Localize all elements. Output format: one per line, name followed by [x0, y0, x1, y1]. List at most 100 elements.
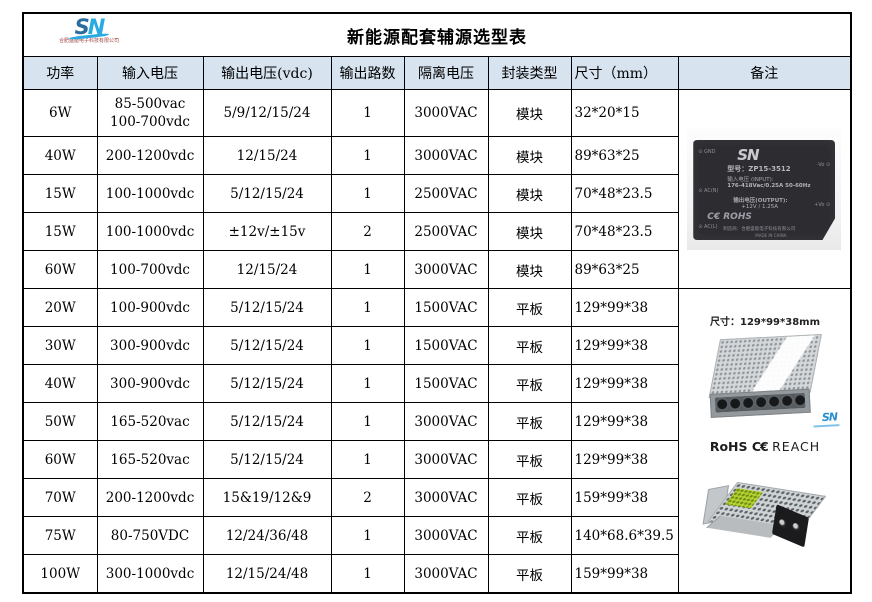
header-size: 尺寸（mm）	[570, 56, 679, 90]
cell-size: 129*99*38	[570, 364, 679, 403]
cell-input: 85-500vac 100-700vdc	[96, 89, 204, 137]
panel-cert-line: RoHS C€ REACH	[679, 439, 850, 454]
cell-input: 300-900vdc	[96, 364, 204, 403]
cell-output: 12/15/24	[202, 250, 332, 289]
cell-channels: 1	[330, 440, 405, 479]
module-product-photo: ⊙ GND ⊙ AC(N) ⊙ AC(L) -Vo ⊙ +Vo ⊙ SN 型号：…	[687, 128, 842, 250]
logo-company-name: 合肥盛能电子科技有限公司	[58, 38, 119, 44]
cell-input: 100-900vdc	[96, 288, 204, 327]
cell-input: 200-1200vdc	[96, 136, 204, 175]
cell-input: 165-520vac	[96, 402, 204, 441]
cell-output: 12/15/24	[202, 136, 332, 175]
cell-channels: 1	[330, 174, 405, 213]
ce-rohs-mark: C€ ROHS	[707, 212, 752, 222]
module-origin-text: MADE IN CHINA	[755, 233, 787, 238]
cell-isolation: 3000VAC	[403, 440, 489, 479]
panel-size-label: 尺寸：129*99*38mm	[709, 317, 820, 328]
cell-isolation: 1500VAC	[403, 326, 489, 365]
cell-output: 5/12/15/24	[202, 440, 332, 479]
cell-package: 平板	[487, 516, 572, 555]
cell-size: 32*20*15	[570, 89, 679, 137]
cell-input: 200-1200vdc	[96, 478, 204, 517]
cell-input: 300-1000vdc	[96, 554, 204, 594]
header-power: 功率	[22, 56, 98, 90]
cell-size: 159*99*38	[570, 554, 679, 594]
cell-package: 模块	[487, 250, 572, 289]
header-remark: 备注	[677, 56, 852, 90]
cell-channels: 1	[330, 554, 405, 594]
cell-package: 平板	[487, 326, 572, 365]
cell-isolation: 3000VAC	[403, 89, 489, 137]
cell-input: 165-520vac	[96, 440, 204, 479]
table-row: 20W 100-900vdc 5/12/15/24 1 1500VAC 平板 1…	[22, 288, 852, 594]
cell-channels: 1	[330, 326, 405, 365]
cell-output: 5/12/15/24	[202, 364, 332, 403]
table-row: 50W 165-520vac 5/12/15/24 1 3000VAC 平板 1…	[22, 402, 851, 441]
cell-isolation: 3000VAC	[403, 478, 489, 517]
cell-package: 平板	[487, 554, 572, 594]
cell-power: 60W	[22, 250, 98, 289]
header-channels: 输出路数	[330, 56, 405, 90]
cell-output: 5/12/15/24	[202, 288, 332, 327]
table-row: 15W 100-1000vdc 5/12/15/24 1 2500VAC 模块 …	[22, 174, 851, 213]
cell-channels: 1	[330, 364, 405, 403]
cell-power: 40W	[22, 136, 98, 175]
cell-package: 模块	[487, 136, 572, 175]
cell-package: 模块	[487, 174, 572, 213]
cell-size: 129*99*38	[570, 326, 679, 365]
cell-size: 129*99*38	[570, 440, 679, 479]
cell-power: 60W	[22, 440, 98, 479]
cell-isolation: 3000VAC	[403, 136, 489, 175]
table-row: 70W 200-1200vdc 15&19/12&9 2 3000VAC 平板 …	[22, 478, 851, 517]
cell-input: 80-750VDC	[96, 516, 204, 555]
module-output-value: +12V / 1.25A	[741, 204, 778, 210]
cell-size: 140*68.6*39.5	[570, 516, 679, 555]
selection-table: SN 合肥盛能电子科技有限公司 新能源配套辅源选型表 功率 输入电压 输出电压(…	[22, 12, 852, 594]
cell-package: 平板	[487, 364, 572, 403]
header-package: 封装类型	[487, 56, 572, 90]
cell-channels: 2	[330, 212, 405, 251]
cell-output: 5/12/15/24	[202, 326, 332, 365]
cell-power: 15W	[22, 174, 98, 213]
cell-input: 100-700vdc	[96, 250, 204, 289]
sn-logo-icon: SN	[54, 17, 124, 38]
remark-panel-photo-cell: 尺寸：129*99*38mm SN RoHS C€ REACH	[677, 288, 852, 594]
cell-isolation: 2500VAC	[403, 174, 489, 213]
psu-sn-logo-underline	[812, 424, 840, 428]
title-row: SN 合肥盛能电子科技有限公司 新能源配套辅源选型表	[22, 12, 852, 57]
cell-power: 40W	[22, 364, 98, 403]
angled-psu-photo	[702, 471, 826, 557]
panel-photos: 尺寸：129*99*38mm SN RoHS C€ REACH	[679, 289, 850, 589]
cell-isolation: 3000VAC	[403, 250, 489, 289]
table-row: 30W 300-900vdc 5/12/15/24 1 1500VAC 平板 1…	[22, 326, 851, 365]
cell-package: 模块	[487, 212, 572, 251]
cell-input: 300-900vdc	[96, 326, 204, 365]
table-row: 6W 85-500vac 100-700vdc 5/9/12/15/24 1 3…	[22, 89, 852, 289]
header-row: 功率 输入电压 输出电压(vdc) 输出路数 隔离电压 封装类型 尺寸（mm） …	[22, 56, 852, 90]
cell-power: 50W	[22, 402, 98, 441]
ce-mark: C€	[751, 439, 769, 454]
cell-size: 70*48*23.5	[570, 174, 679, 213]
cell-isolation: 1500VAC	[403, 288, 489, 327]
cell-input: 100-1000vdc	[96, 212, 204, 251]
cell-isolation: 1500VAC	[403, 364, 489, 403]
cell-isolation: 3000VAC	[403, 554, 489, 594]
module-pin-acl: ⊙ AC(L)	[698, 224, 718, 230]
cell-output: 15&19/12&9	[202, 478, 332, 517]
cell-size: 89*63*25	[570, 250, 679, 289]
cell-size: 70*48*23.5	[570, 212, 679, 251]
cell-power: 75W	[22, 516, 98, 555]
header-isolation: 隔离电压	[403, 56, 489, 90]
cell-channels: 1	[330, 136, 405, 175]
module-output-label: 输出电压(OUTPUT):	[733, 198, 788, 204]
reach-mark: REACH	[772, 439, 821, 454]
cell-output: 5/12/15/24	[202, 174, 332, 213]
cell-package: 平板	[487, 288, 572, 327]
cell-size: 129*99*38	[570, 288, 679, 327]
table-row: 100W 300-1000vdc 12/15/24/48 1 3000VAC 平…	[22, 554, 851, 594]
module-input-value: 176-418Vac/0.25A 50-60Hz	[727, 183, 811, 189]
cell-power: 6W	[22, 89, 98, 137]
cell-package: 模块	[487, 89, 572, 137]
cell-isolation: 3000VAC	[403, 402, 489, 441]
